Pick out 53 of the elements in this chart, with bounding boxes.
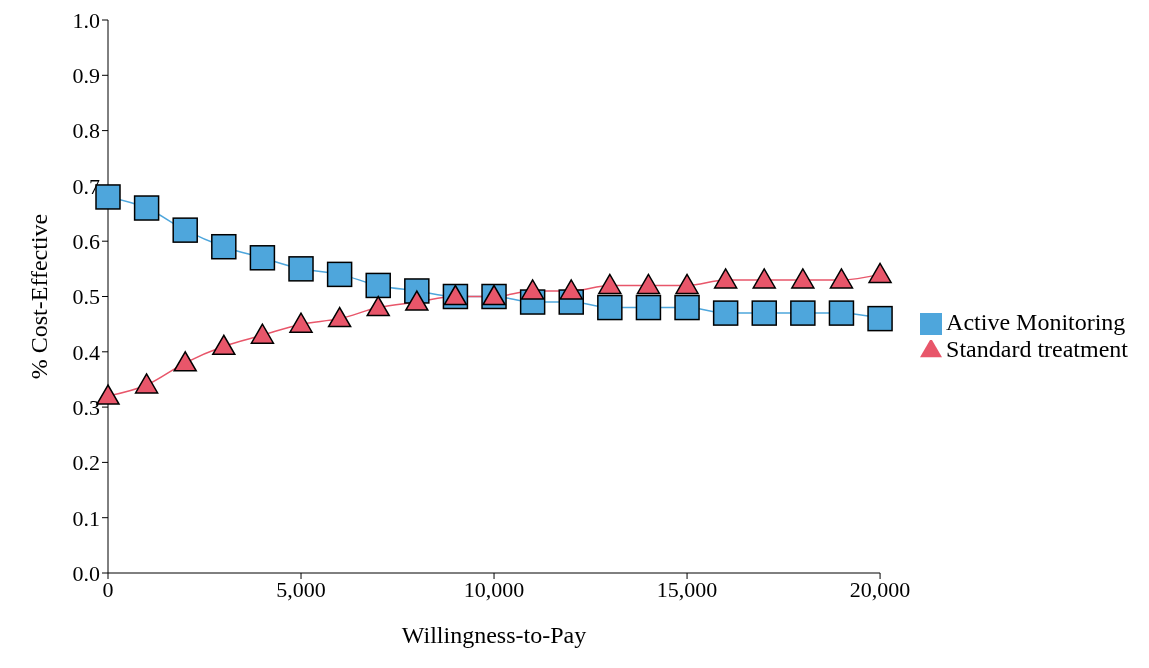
y-tick-label: 0.5 [72, 284, 100, 310]
point [790, 300, 816, 326]
point [172, 217, 198, 243]
y-tick-label: 0.7 [72, 173, 100, 199]
point [791, 268, 815, 289]
point [249, 245, 276, 271]
point [752, 268, 776, 289]
point [828, 300, 855, 326]
legend-label: Active Monitoring [946, 308, 1126, 335]
point [636, 273, 661, 295]
point [365, 272, 391, 299]
point [405, 290, 429, 311]
point [674, 294, 700, 321]
legend-label: Standard treatment [946, 335, 1128, 362]
y-tick-label: 1.0 [72, 7, 100, 33]
y-tick-label: 0.6 [72, 229, 100, 255]
point [713, 268, 738, 289]
point [134, 373, 159, 394]
x-tick-label: 5,000 [276, 576, 326, 602]
point [173, 351, 197, 372]
y-axis-title: % Cost-Effective [25, 213, 52, 380]
point [520, 279, 545, 300]
point [250, 323, 275, 344]
x-tick-label: 10,000 [463, 576, 525, 602]
x-tick-label: 15,000 [656, 576, 718, 602]
y-tick-label: 0.0 [72, 560, 100, 586]
point [712, 300, 739, 326]
point [326, 261, 353, 288]
point [211, 233, 237, 260]
point [829, 268, 854, 289]
point [288, 256, 314, 282]
y-tick-label: 0.9 [72, 63, 100, 89]
point [598, 273, 622, 295]
point [868, 262, 892, 284]
point [675, 273, 699, 295]
point [366, 295, 390, 317]
y-tick-label: 0.1 [72, 505, 100, 531]
point [559, 279, 583, 300]
x-axis-title: Willingness-to-Pay [401, 622, 587, 648]
point [289, 312, 313, 333]
point [751, 300, 777, 326]
point [212, 334, 236, 356]
point [133, 195, 160, 221]
y-tick-label: 0.2 [72, 450, 100, 476]
point [635, 294, 662, 321]
point [867, 305, 893, 332]
point [327, 306, 352, 328]
x-tick-label: 0 [102, 576, 114, 602]
y-tick-label: 0.3 [72, 394, 100, 420]
y-tick-label: 0.8 [72, 118, 100, 144]
y-tick-label: 0.4 [72, 339, 100, 365]
point [597, 294, 623, 321]
x-tick-label: 20,000 [849, 576, 911, 602]
